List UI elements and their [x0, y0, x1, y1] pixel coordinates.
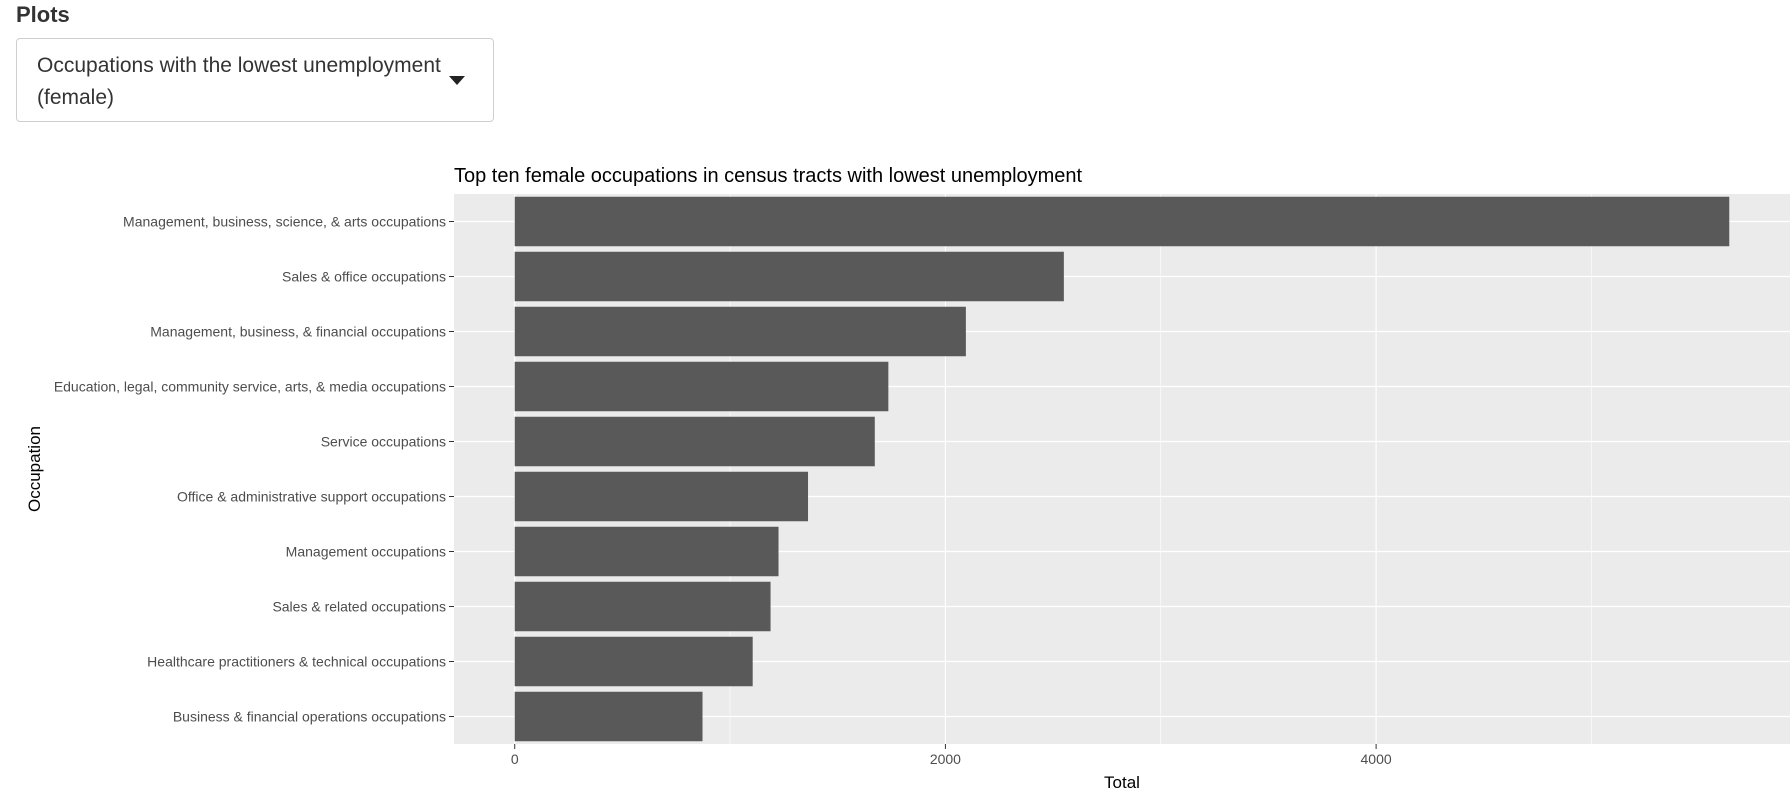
y-tick-label: Management, business, science, & arts oc… — [123, 214, 446, 230]
y-tick-label: Service occupations — [321, 434, 446, 450]
bar — [514, 361, 889, 412]
bar — [514, 526, 779, 577]
bar — [514, 251, 1064, 302]
x-tick-label: 0 — [511, 751, 519, 767]
chart-title: Top ten female occupations in census tra… — [454, 165, 1083, 187]
plot-select-dropdown[interactable]: Occupations with the lowest unemployment… — [16, 38, 494, 122]
bar — [514, 306, 966, 357]
bar — [514, 471, 809, 522]
y-tick-label: Management occupations — [286, 544, 446, 560]
y-tick-label: Sales & related occupations — [272, 599, 446, 615]
bar-chart: Top ten female occupations in census tra… — [25, 165, 1790, 792]
bar — [514, 581, 771, 632]
y-tick-label: Office & administrative support occupati… — [177, 489, 446, 505]
x-tick-label: 4000 — [1361, 751, 1392, 767]
bar — [514, 196, 1730, 247]
y-tick-label: Management, business, & financial occupa… — [150, 324, 446, 340]
y-tick-label: Education, legal, community service, art… — [54, 379, 446, 395]
x-axis-label: Total — [1104, 773, 1140, 792]
bar — [514, 636, 753, 687]
plot-select-value: Occupations with the lowest unemployment… — [37, 54, 441, 109]
y-tick-label: Business & financial operations occupati… — [173, 709, 446, 725]
y-axis-label: Occupation — [25, 426, 44, 512]
section-title: Plots — [16, 2, 70, 27]
chevron-down-icon — [449, 76, 465, 85]
y-tick-label: Healthcare practitioners & technical occ… — [147, 654, 446, 670]
x-tick-label: 2000 — [930, 751, 961, 767]
y-tick-label: Sales & office occupations — [282, 269, 446, 285]
bar — [514, 691, 703, 742]
bar — [514, 416, 875, 467]
